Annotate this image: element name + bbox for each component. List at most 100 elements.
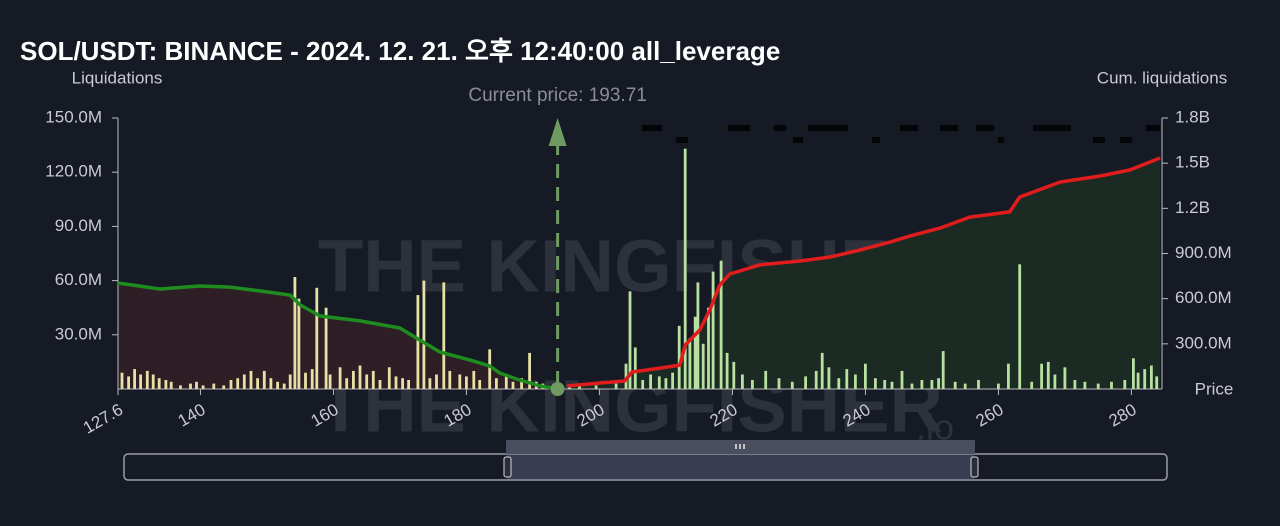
bar xyxy=(671,372,674,389)
bar xyxy=(435,374,438,389)
bar xyxy=(358,365,362,389)
bar xyxy=(1063,367,1067,389)
bar xyxy=(890,381,894,389)
bar xyxy=(633,347,637,389)
bar xyxy=(820,352,824,389)
bar xyxy=(910,383,914,389)
bar xyxy=(120,372,124,389)
bar xyxy=(693,316,697,389)
bar xyxy=(282,383,286,389)
bar xyxy=(179,385,182,389)
bar xyxy=(394,376,398,389)
bar xyxy=(262,370,266,389)
slider-window[interactable] xyxy=(507,455,974,479)
bar xyxy=(378,380,382,389)
bar xyxy=(304,372,307,389)
bar xyxy=(157,378,161,389)
bar xyxy=(920,380,924,389)
y-tick-label: 30.0M xyxy=(55,324,102,343)
annotation: Current price: 193.71 xyxy=(468,85,647,106)
bar xyxy=(751,380,754,389)
bar xyxy=(649,374,652,389)
bar xyxy=(488,349,492,389)
slider-handle[interactable] xyxy=(970,456,979,478)
bar xyxy=(269,378,273,389)
y-tick-label: 120.0M xyxy=(45,162,102,181)
bar xyxy=(407,380,410,389)
y-tick-label: 150.0M xyxy=(45,107,102,126)
bar xyxy=(827,367,831,389)
bar xyxy=(883,380,887,389)
bar xyxy=(1030,381,1034,389)
cum-line xyxy=(117,281,558,391)
heat-strip xyxy=(642,125,1160,143)
bar xyxy=(293,277,297,389)
bar xyxy=(401,378,404,389)
bar xyxy=(458,374,462,389)
bar xyxy=(578,385,581,389)
bar xyxy=(900,370,904,389)
bar xyxy=(864,363,867,389)
slider-grip xyxy=(735,444,745,449)
bar xyxy=(416,295,420,389)
bar xyxy=(249,370,253,389)
current-price-dot xyxy=(550,382,565,396)
bar xyxy=(478,380,482,389)
bar xyxy=(641,380,645,389)
bar xyxy=(236,378,240,389)
bar xyxy=(1155,376,1159,389)
y2-tick-label: 600.0M xyxy=(1175,288,1232,307)
bar xyxy=(465,376,468,389)
bar xyxy=(189,383,192,389)
bar xyxy=(133,369,136,389)
bar xyxy=(1053,374,1057,389)
bar xyxy=(139,374,142,389)
bar xyxy=(1007,363,1010,389)
y-tick-label: 90.0M xyxy=(55,216,102,235)
bar xyxy=(764,370,768,389)
bar xyxy=(845,369,849,389)
bar xyxy=(790,381,794,389)
bar xyxy=(1073,380,1077,389)
bar xyxy=(151,374,155,389)
bar xyxy=(707,307,710,389)
bar xyxy=(448,370,452,389)
bar xyxy=(428,378,432,389)
bar xyxy=(288,374,292,389)
bar xyxy=(201,385,205,389)
bar xyxy=(195,381,198,389)
bar xyxy=(169,381,173,389)
bar xyxy=(297,298,301,389)
bar xyxy=(528,352,531,389)
y2-tick-label: 300.0M xyxy=(1175,333,1232,352)
y2-tick-label: 900.0M xyxy=(1175,243,1232,262)
bar xyxy=(963,383,967,389)
bar xyxy=(696,282,700,389)
bar xyxy=(222,385,226,389)
chart-title: SOL/USDT: BINANCE - 2024. 12. 21. 오후 12:… xyxy=(20,36,780,66)
bar xyxy=(777,378,781,389)
bar xyxy=(677,325,681,389)
bar xyxy=(953,381,957,389)
bar xyxy=(1150,365,1153,389)
bar xyxy=(371,370,375,389)
bar xyxy=(1123,380,1127,389)
bar xyxy=(1046,361,1050,389)
x-axis-title: Price xyxy=(1195,379,1234,398)
current-price-arrow xyxy=(548,118,567,146)
range-slider[interactable] xyxy=(123,440,1168,481)
bar xyxy=(229,380,233,389)
bar xyxy=(804,376,807,389)
bar xyxy=(1096,383,1100,389)
bar xyxy=(741,374,744,389)
bar xyxy=(345,378,349,389)
y2-tick-label: 1.2B xyxy=(1175,198,1210,217)
y2-tick-label: 1.5B xyxy=(1175,153,1210,172)
bar xyxy=(732,361,736,389)
bar xyxy=(1136,372,1140,389)
slider-handle[interactable] xyxy=(503,456,512,478)
bar xyxy=(212,383,216,389)
bar xyxy=(504,374,508,389)
